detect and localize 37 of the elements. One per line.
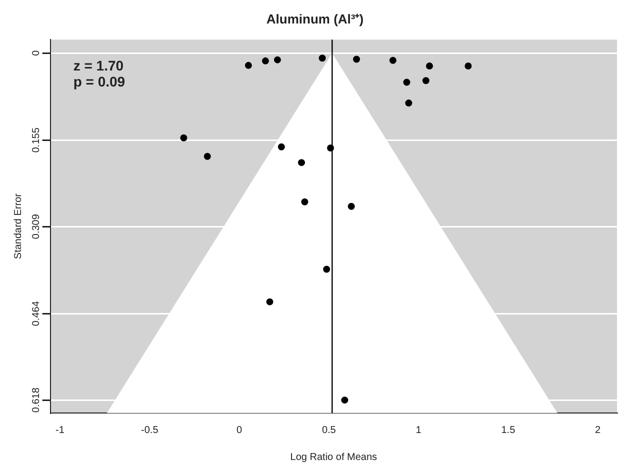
x-axis-title: Log Ratio of Means [290,452,378,463]
point [301,198,308,206]
y-tick-label: 0.309 [31,214,42,240]
x-tick-label: -1 [56,424,65,436]
x-tick-label: 1 [416,424,422,436]
chart-title: Aluminum (Al³⁺) [266,11,364,26]
point [204,152,211,160]
y-axis-title: Standard Error [12,192,24,260]
point [464,62,472,70]
annotation: z = 1.70 [73,57,124,74]
y-tick-label: 0.618 [31,387,42,413]
x-tick-label: 2 [595,424,602,436]
point [426,62,433,70]
x-tick-label: 0 [236,424,242,436]
point [180,134,188,142]
point [274,56,281,64]
point [262,57,269,64]
point [244,62,252,69]
y-tick-label: 0.155 [31,127,42,153]
point [323,266,330,273]
point [298,159,305,166]
point [348,202,355,210]
x-tick-label: 0.5 [322,424,336,436]
y-tick-label: 0 [31,50,42,56]
point [266,298,274,306]
point [318,54,326,62]
x-tick-label: -0.5 [141,424,159,436]
point [389,56,396,64]
y-tick-label: 0.464 [31,300,42,326]
point [405,100,412,107]
point [278,143,285,150]
x-tick-label: 1.5 [501,424,516,436]
point [422,77,430,84]
point [341,396,348,404]
point [353,56,360,63]
point [403,78,410,86]
annotation: p = 0.09 [73,73,126,90]
